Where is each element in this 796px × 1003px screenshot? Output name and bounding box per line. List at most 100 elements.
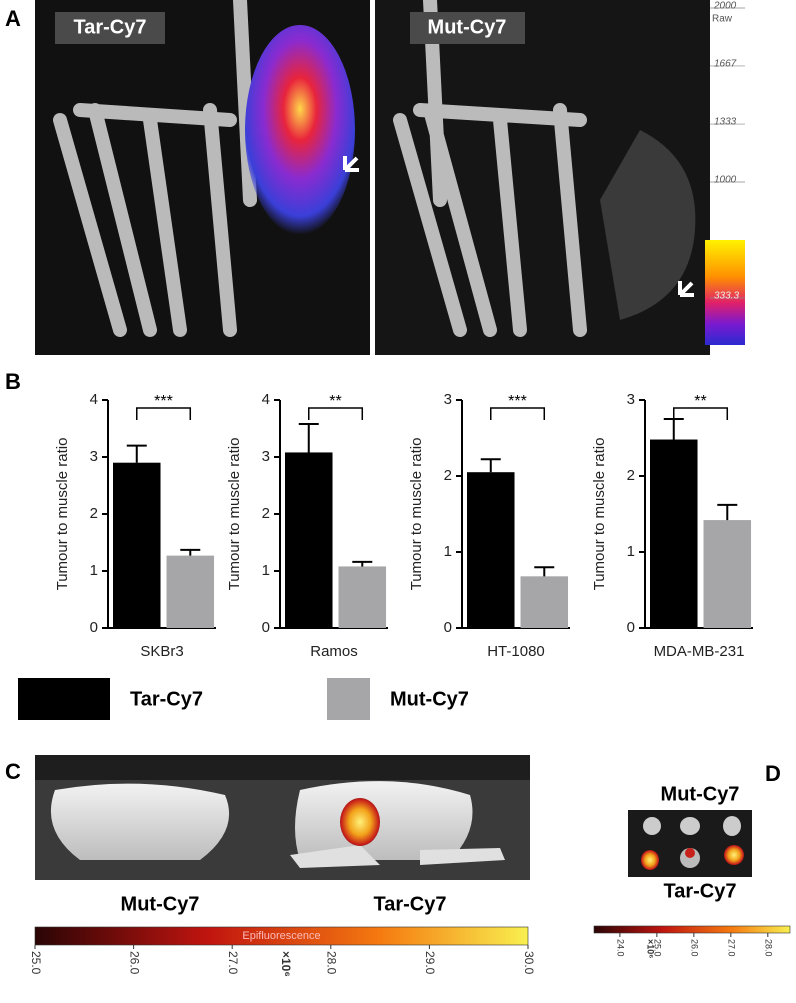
colorbar-unit: ×10⁶ — [646, 939, 656, 958]
error-bar — [717, 503, 738, 521]
arrow — [678, 281, 694, 297]
y-axis-label: Tumour to muscle ratio — [226, 438, 243, 591]
error-bar — [180, 548, 201, 556]
x-tick-label: HT-1080 — [487, 643, 545, 660]
y-tick-label: 4 — [90, 391, 98, 408]
panel-label: B — [5, 369, 21, 394]
colorbar-unit: ×10⁶ — [279, 951, 293, 977]
leg — [290, 845, 505, 868]
error-bar — [298, 422, 319, 453]
bones — [53, 0, 587, 337]
image-label: Mut-Cy7 — [121, 893, 200, 915]
y-tick-label: 2 — [627, 467, 635, 484]
y-tick-label: 0 — [90, 619, 98, 636]
error-bar — [663, 418, 684, 440]
y-tick-label: 2 — [90, 505, 98, 522]
bar — [166, 555, 215, 628]
y-tick-label: 1 — [444, 543, 452, 560]
x-tick-label: SKBr3 — [140, 643, 183, 660]
y-tick-label: 3 — [90, 448, 98, 465]
panel-label: A — [5, 6, 21, 31]
significance-bracket — [308, 407, 364, 420]
y-tick-label: 3 — [262, 448, 270, 465]
legend-label: Tar-Cy7 — [130, 688, 203, 710]
panel-c-image — [35, 755, 530, 880]
colorbar-tick-label: 28.0 — [763, 939, 773, 957]
arrow — [343, 156, 359, 172]
y-tick-label: 4 — [262, 391, 270, 408]
x-tick-label: MDA-MB-231 — [654, 643, 745, 660]
colorbar-tick-label: 26.0 — [127, 951, 141, 975]
image-label: Mut-Cy7 — [428, 16, 507, 38]
colorbar-tick-label: 25.0 — [29, 951, 43, 975]
panel-d-image — [628, 810, 752, 877]
y-tick-label: 2 — [262, 505, 270, 522]
colorbar-unit: Raw — [712, 14, 733, 25]
legend-swatch — [327, 678, 370, 720]
mouse — [50, 783, 230, 860]
image-label: Mut-Cy7 — [661, 783, 740, 805]
legend-label: Mut-Cy7 — [390, 688, 469, 710]
error-bar — [352, 560, 373, 567]
significance: *** — [154, 393, 173, 410]
tumour-outline — [600, 130, 696, 320]
colorbar-tick-label: 30.0 — [522, 951, 536, 975]
shelf — [35, 755, 530, 780]
label-box — [410, 12, 525, 44]
colorbar-tick-label: 24.0 — [616, 939, 626, 957]
significance-bracket — [136, 407, 192, 420]
colorbar-tick-label: 28.0 — [325, 951, 339, 975]
y-axis-label: Tumour to muscle ratio — [54, 438, 71, 591]
image-label: Tar-Cy7 — [664, 880, 737, 902]
bar — [338, 566, 387, 628]
significance-bracket — [673, 407, 729, 420]
colorbar-tick-label: 1000 — [714, 175, 737, 186]
bar — [650, 439, 698, 628]
label-box — [55, 12, 165, 44]
significance-bracket — [490, 407, 546, 420]
y-tick-label: 1 — [90, 562, 98, 579]
panel-a: Tar-Cy7 Mut-Cy7 Raw A — [5, 0, 760, 355]
y-tick-label: 1 — [627, 543, 635, 560]
y-tick-label: 0 — [262, 619, 270, 636]
y-tick-label: 0 — [627, 619, 635, 636]
signal — [340, 798, 380, 846]
colorbar — [34, 926, 529, 946]
colorbar-tick-label: 1667 — [714, 59, 737, 70]
bar — [285, 452, 333, 628]
significance: ** — [694, 393, 706, 410]
error-bar — [534, 566, 555, 577]
bar — [113, 462, 161, 628]
colorbar-title: Epifluorescence — [242, 930, 320, 942]
signal — [245, 25, 355, 235]
significance: ** — [329, 393, 341, 410]
colorbar-tick-label: 26.0 — [689, 939, 699, 957]
bar — [703, 520, 752, 628]
bar — [467, 472, 515, 628]
y-axis-label: Tumour to muscle ratio — [408, 438, 425, 591]
panel-label: C — [5, 759, 21, 784]
colorbar — [593, 925, 791, 934]
mouse — [295, 781, 473, 860]
colorbar — [705, 240, 745, 345]
y-tick-label: 0 — [444, 619, 452, 636]
image-label: Tar-Cy7 — [74, 16, 147, 38]
colorbar-tick-label: 333.3 — [714, 291, 739, 302]
image-label: Tar-Cy7 — [374, 893, 447, 915]
error-bar — [126, 444, 147, 463]
error-bar — [480, 458, 501, 473]
y-axis-label: Tumour to muscle ratio — [591, 438, 608, 591]
x-tick-label: Ramos — [310, 643, 358, 660]
colorbar-tick-label: 27.0 — [726, 939, 736, 957]
colorbar-tick-label: 1333 — [714, 117, 737, 128]
significance: *** — [508, 393, 527, 410]
legend-swatch — [18, 678, 110, 720]
panel-label: D — [765, 761, 781, 786]
colorbar-tick-label: 29.0 — [423, 951, 437, 975]
y-tick-label: 2 — [444, 467, 452, 484]
colorbar-tick-label: 27.0 — [226, 951, 240, 975]
y-tick-label: 3 — [627, 391, 635, 408]
colorbar-frame — [710, 0, 760, 240]
colorbar-tick-label: 25.0 — [652, 939, 662, 957]
